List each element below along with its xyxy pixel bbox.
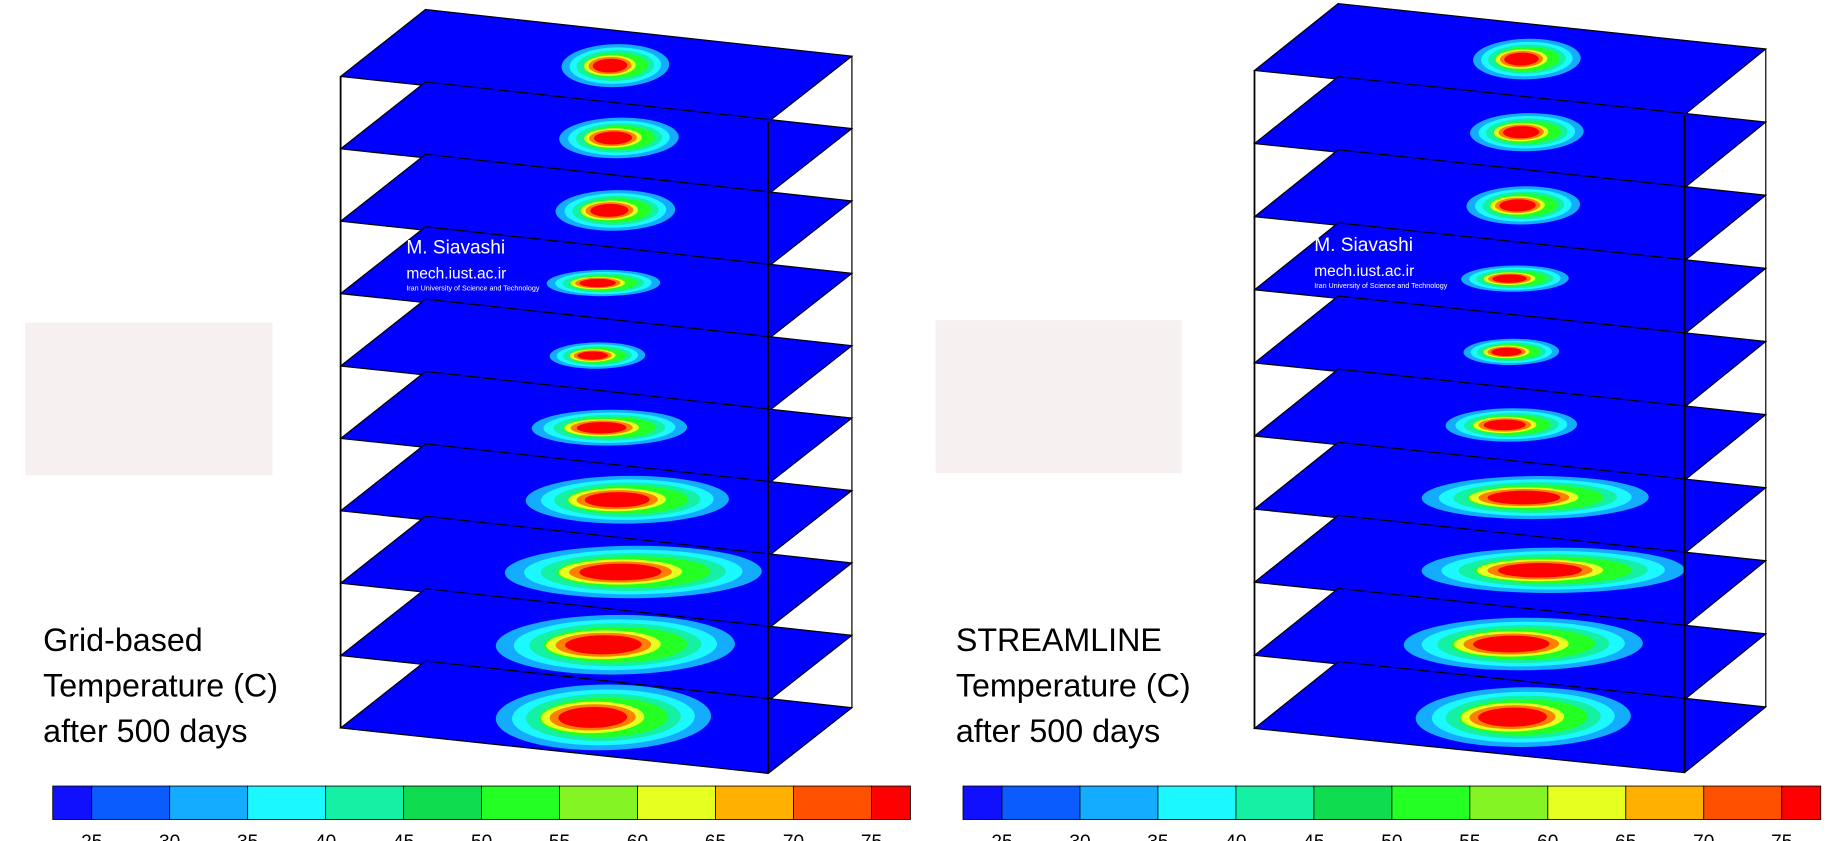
colorbar-segment (559, 785, 638, 820)
watermark-site: mech.iust.ac.ir (406, 265, 506, 282)
hot-spot (577, 351, 608, 360)
colorbar-tick-label: 35 (237, 832, 258, 841)
hot-spot (1473, 635, 1550, 653)
watermark-university: Iran University of Science and Technolog… (406, 284, 540, 292)
panel-label: Grid-based (43, 622, 203, 658)
hot-spot (1491, 347, 1522, 357)
colorbar-segment (169, 785, 249, 820)
hot-spot (1497, 563, 1583, 578)
hot-spot (1504, 52, 1539, 66)
colorbar-segment (1001, 785, 1081, 820)
colorbar-tick-label: 70 (783, 832, 804, 841)
hot-spot (1499, 199, 1536, 212)
hot-spot (579, 278, 616, 288)
watermark-university: Iran University of Science and Technolog… (1314, 282, 1448, 290)
colorbar-segment (1157, 785, 1237, 820)
colorbar-segment (715, 785, 794, 820)
colorbar-segment (52, 785, 93, 820)
colorbar-segment (1781, 785, 1822, 820)
watermark-name: M. Siavashi (1314, 235, 1413, 256)
colorbar-tick-label: 50 (1381, 832, 1402, 841)
colorbar-segment (962, 785, 1003, 820)
colorbar-segment (481, 785, 560, 820)
colorbar-tick-label: 40 (1225, 832, 1246, 841)
colorbar-tick-label: 50 (471, 832, 492, 841)
panel-label: Temperature (C) (956, 667, 1191, 703)
colorbar-tick-label: 70 (1693, 832, 1714, 841)
panel-label: STREAMLINE (956, 622, 1162, 658)
hot-spot (1478, 707, 1547, 727)
colorbar-tick-label: 60 (1537, 832, 1558, 841)
watermark-site: mech.iust.ac.ir (1314, 263, 1414, 280)
colorbar-segment (247, 785, 327, 820)
hot-spot (558, 706, 628, 728)
colorbar-segment (793, 785, 872, 820)
colorbar-segment (637, 785, 716, 820)
colorbar-tick-label: 65 (1615, 832, 1636, 841)
hot-spot (584, 492, 650, 508)
colorbar-tick-label: 75 (861, 832, 882, 841)
colorbar-tick-label: 30 (1069, 832, 1090, 841)
colorbar-segment (1625, 785, 1705, 820)
colorbar-segment (1235, 785, 1315, 820)
colorbar-segment (1391, 785, 1471, 820)
watermark-name: M. Siavashi (406, 237, 505, 258)
colorbar-tick-label: 25 (81, 832, 102, 841)
colorbar-tick-label: 75 (1771, 832, 1792, 841)
colorbar-segment (325, 785, 405, 820)
hot-spot (565, 635, 642, 655)
colorbar-segment (1547, 785, 1627, 820)
colorbar-tick-label: 30 (159, 832, 180, 841)
colorbar-segment (871, 785, 911, 820)
colorbar-segment (1703, 785, 1783, 820)
colorbar-tick-label: 25 (991, 832, 1012, 841)
colorbar-segment (1469, 785, 1549, 820)
colorbar-tick-label: 35 (1147, 832, 1168, 841)
layer-stack (1252, 2, 1768, 774)
placeholder-box (25, 322, 273, 476)
colorbar-segment (91, 785, 171, 820)
colorbar-tick-label: 55 (1459, 832, 1480, 841)
colorbar-segment (403, 785, 482, 820)
hot-spot (1503, 126, 1540, 139)
colorbar-tick-label: 45 (1303, 832, 1324, 841)
hot-spot (590, 203, 629, 217)
hot-spot (576, 421, 627, 434)
hot-spot (1483, 419, 1526, 431)
hot-spot (1492, 274, 1527, 283)
panel-label: Temperature (C) (43, 667, 278, 703)
colorbar-tick-label: 45 (393, 832, 414, 841)
hot-spot (1487, 490, 1561, 505)
colorbar-segment (1079, 785, 1159, 820)
colorbar-tick-label: 55 (549, 832, 570, 841)
hot-spot (579, 563, 662, 581)
placeholder-box (935, 320, 1182, 474)
layer-stack (339, 8, 854, 775)
colorbar-tick-label: 60 (627, 832, 648, 841)
colorbar-segment (1313, 785, 1393, 820)
colorbar-tick-label: 40 (315, 832, 336, 841)
panel-label: after 500 days (956, 713, 1160, 749)
hot-spot (593, 131, 633, 145)
panel-label: after 500 days (43, 713, 247, 749)
hot-spot (592, 58, 628, 73)
colorbar-tick-label: 65 (705, 832, 726, 841)
